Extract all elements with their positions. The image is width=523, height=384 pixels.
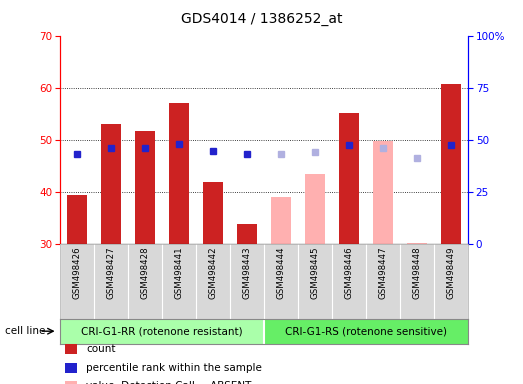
Text: CRI-G1-RS (rotenone sensitive): CRI-G1-RS (rotenone sensitive) — [285, 326, 447, 336]
Text: GSM498426: GSM498426 — [73, 246, 82, 299]
Bar — [271, 197, 291, 244]
Text: GSM498445: GSM498445 — [311, 246, 320, 299]
Text: cell line: cell line — [5, 326, 46, 336]
Text: GSM498448: GSM498448 — [413, 246, 422, 299]
Text: GSM498442: GSM498442 — [209, 246, 218, 299]
Bar — [101, 124, 121, 244]
Text: GSM498428: GSM498428 — [141, 246, 150, 299]
Bar — [264, 319, 468, 344]
Text: percentile rank within the sample: percentile rank within the sample — [86, 363, 262, 373]
Bar — [237, 224, 257, 244]
Text: GDS4014 / 1386252_at: GDS4014 / 1386252_at — [181, 12, 342, 25]
Bar — [67, 195, 87, 244]
Text: GSM498427: GSM498427 — [107, 246, 116, 299]
Bar — [60, 319, 264, 344]
Bar — [441, 84, 461, 244]
Bar — [135, 131, 155, 244]
Text: GSM498449: GSM498449 — [447, 246, 456, 299]
Text: GSM498444: GSM498444 — [277, 246, 286, 299]
Bar — [407, 243, 427, 244]
Text: value, Detection Call = ABSENT: value, Detection Call = ABSENT — [86, 381, 252, 384]
Text: GSM498446: GSM498446 — [345, 246, 354, 299]
Bar — [373, 141, 393, 244]
Bar — [339, 113, 359, 244]
Text: GSM498447: GSM498447 — [379, 246, 388, 299]
Bar — [169, 103, 189, 244]
Text: count: count — [86, 344, 116, 354]
Text: CRI-G1-RR (rotenone resistant): CRI-G1-RR (rotenone resistant) — [81, 326, 243, 336]
Bar — [203, 182, 223, 244]
Text: GSM498441: GSM498441 — [175, 246, 184, 299]
Text: GSM498443: GSM498443 — [243, 246, 252, 299]
Bar — [305, 174, 325, 244]
